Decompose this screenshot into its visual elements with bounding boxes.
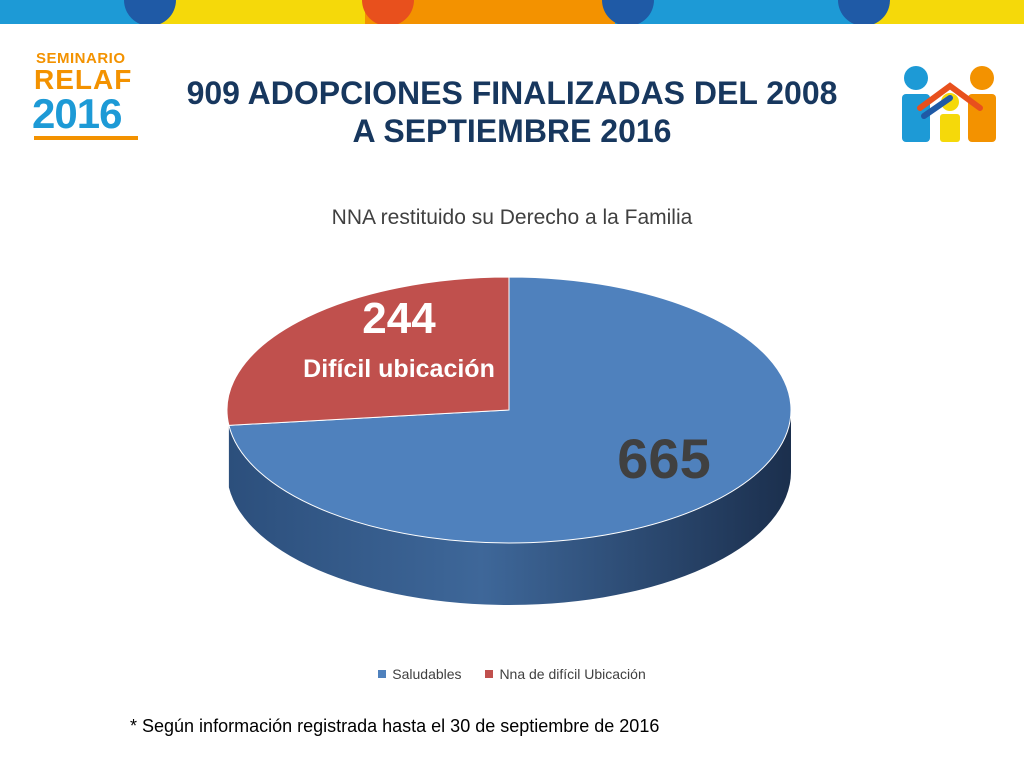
legend-swatch: [485, 670, 494, 678]
banner-segment: [615, 0, 860, 24]
pie-slice-saludables: [228, 276, 792, 544]
family-icon: [902, 66, 996, 142]
slice-annotation-dificil: Difícil ubicación: [303, 355, 495, 383]
logo-underline: [34, 136, 138, 140]
page-title: 909 ADOPCIONES FINALIZADAS DEL 2008 A SE…: [150, 74, 874, 150]
logo-seminario-text: SEMINARIO: [36, 50, 126, 67]
top-banner: [0, 0, 1024, 24]
legend-label: Saludables: [392, 666, 462, 682]
pie-slice-dificil: [226, 276, 510, 426]
legend-item-saludables: Saludables: [378, 666, 462, 682]
legend-swatch: [378, 670, 387, 678]
data-label-saludables: 665: [617, 427, 710, 490]
footnote: * Según información registrada hasta el …: [130, 716, 660, 736]
title-line-2: A SEPTIEMBRE 2016: [352, 113, 672, 149]
pie-slice-side-saludables: [228, 410, 792, 605]
seminario-relaf-logo: SEMINARIO RELAF 2016: [30, 46, 142, 146]
chart-legend: Saludables Nna de difícil Ubicación: [0, 666, 1024, 682]
title-line-1: 909 ADOPCIONES FINALIZADAS DEL 2008: [186, 75, 838, 111]
logo-relaf-text: RELAF: [34, 64, 133, 95]
logo-year-text: 2016: [32, 90, 122, 137]
legend-item-dificil: Nna de difícil Ubicación: [485, 666, 646, 682]
banner-segment: [150, 0, 365, 24]
data-label-dificil: 244: [362, 294, 436, 343]
legend-label: Nna de difícil Ubicación: [499, 666, 646, 682]
chart-title: NNA restituido su Derecho a la Familia: [331, 206, 693, 229]
